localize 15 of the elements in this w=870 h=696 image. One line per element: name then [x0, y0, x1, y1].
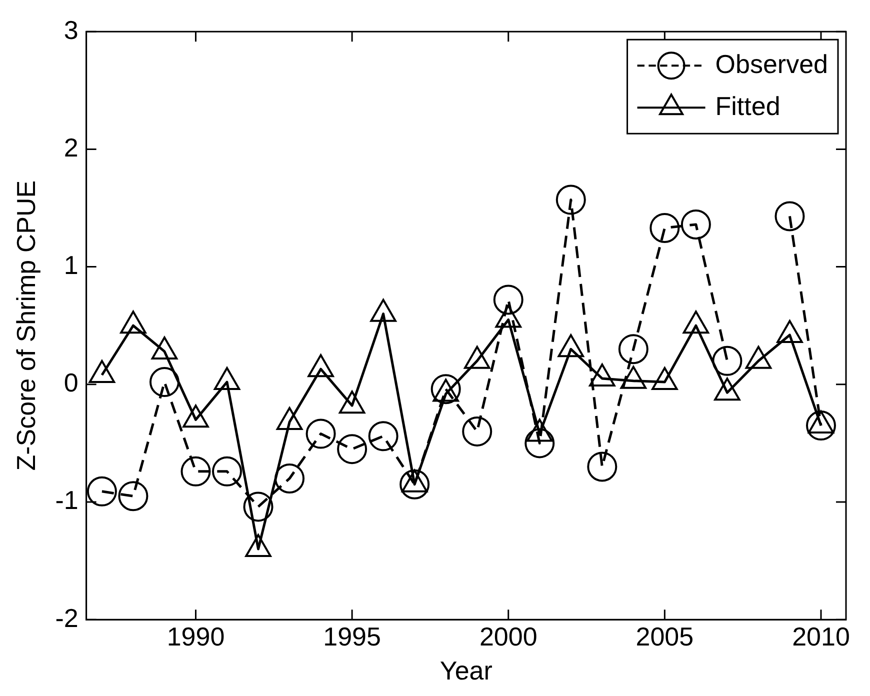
y-tick-label: 3 — [64, 14, 78, 45]
y-tick-label: 2 — [64, 132, 78, 162]
x-tick-label: 2000 — [479, 621, 538, 652]
x-tick-label: 1990 — [166, 621, 225, 652]
y-tick-label: -2 — [55, 602, 78, 633]
y-tick-label: 0 — [64, 368, 78, 398]
legend-label: Fitted — [715, 90, 780, 121]
x-tick-label: 2005 — [636, 621, 694, 652]
y-tick-label: 1 — [64, 250, 78, 280]
y-axis-title: Z-Score of Shrimp CPUE — [10, 180, 41, 471]
y-tick-label: -1 — [55, 485, 78, 516]
x-tick-label: 2010 — [792, 621, 850, 652]
x-tick-label: 1995 — [323, 621, 381, 652]
x-axis-title: Year — [440, 656, 493, 686]
legend-label: Observed — [715, 48, 828, 79]
